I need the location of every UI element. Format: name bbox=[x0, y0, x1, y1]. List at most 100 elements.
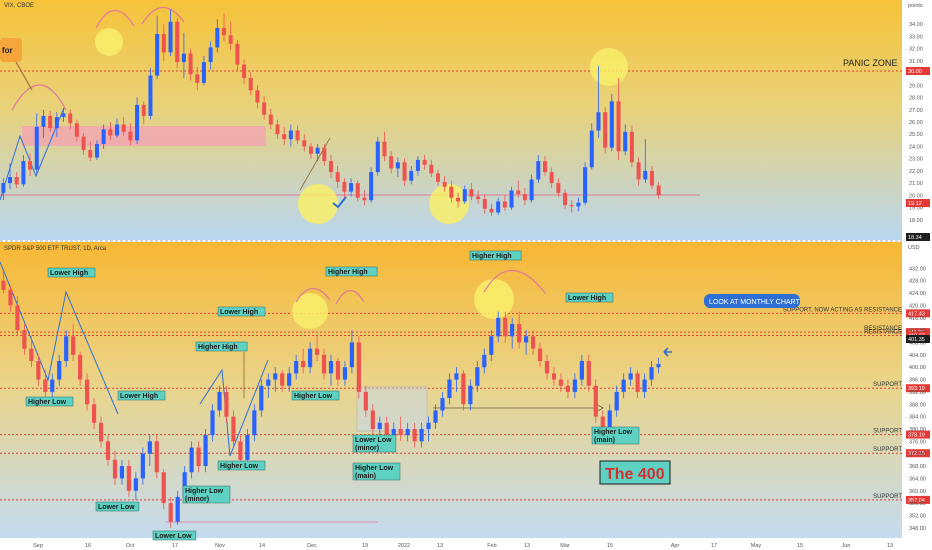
top-arc bbox=[483, 269, 547, 295]
candle-body bbox=[643, 170, 648, 180]
candle-body bbox=[384, 422, 389, 436]
pattern-label-box bbox=[591, 426, 640, 445]
highlight-circle bbox=[292, 293, 328, 329]
price-tick-label: 424.00 bbox=[909, 291, 926, 297]
candle-body bbox=[91, 404, 97, 423]
level-label: SUPPORT bbox=[873, 382, 902, 388]
candle-body bbox=[415, 159, 420, 171]
price-tick-label: 19.00 bbox=[909, 206, 923, 212]
candle-body bbox=[34, 126, 39, 170]
candle-body bbox=[14, 177, 19, 185]
candle-body bbox=[551, 373, 557, 380]
pattern-label-box bbox=[217, 460, 266, 471]
price-tick-label: 364.00 bbox=[909, 476, 926, 482]
pattern-label: Lower High bbox=[120, 393, 158, 400]
candle-body bbox=[168, 503, 173, 522]
candle-body bbox=[1, 280, 6, 290]
candle-body bbox=[8, 177, 13, 184]
candle-body bbox=[530, 336, 536, 349]
pattern-label-box bbox=[182, 485, 231, 504]
monthly-chart-badge[interactable] bbox=[704, 294, 800, 308]
candle-body bbox=[449, 186, 454, 198]
top-arc bbox=[335, 289, 365, 305]
candle-body bbox=[517, 323, 522, 343]
the-400-text: The 400 bbox=[605, 466, 665, 483]
candle-body bbox=[583, 167, 588, 203]
candle-body bbox=[196, 447, 201, 467]
candle-body bbox=[623, 131, 628, 152]
pattern-label-box bbox=[469, 250, 522, 261]
candle-body bbox=[419, 428, 424, 442]
candle-body bbox=[656, 185, 661, 196]
candle-body bbox=[201, 62, 206, 83]
candle-body bbox=[489, 208, 494, 213]
candle-body bbox=[315, 147, 320, 154]
candle-body bbox=[656, 364, 661, 368]
candle-body bbox=[36, 361, 41, 380]
price-tick-label: 25.00 bbox=[909, 132, 923, 138]
bottom-price-ticks: 348.00 352.00 356.00 360.00 364.00 368.00 372.… bbox=[909, 266, 926, 531]
top-price-ticks: 18.00 19.00 20.00 21.00 22.00 23.00 24.00 25.00… bbox=[909, 22, 923, 224]
candle-body bbox=[238, 441, 243, 460]
candle-body bbox=[447, 379, 452, 399]
candle-body bbox=[363, 391, 368, 411]
candle-body bbox=[182, 472, 187, 497]
candle-body bbox=[342, 367, 348, 380]
time-tick-label: 16 bbox=[85, 543, 91, 549]
candle-body bbox=[273, 373, 278, 380]
time-tick-label: Feb bbox=[487, 543, 496, 549]
candle-body bbox=[215, 27, 220, 48]
price-tick-label: 432.00 bbox=[909, 266, 926, 272]
level-price-badge bbox=[906, 430, 930, 439]
candle-body bbox=[242, 64, 247, 78]
level-price: 393.19 bbox=[908, 386, 925, 392]
candle-body bbox=[322, 147, 327, 162]
candle-body bbox=[509, 190, 514, 208]
candle-body bbox=[398, 428, 403, 436]
price-tick-label: 34.00 bbox=[909, 22, 923, 28]
highlight-circle bbox=[429, 184, 469, 224]
price-tick-label: 22.00 bbox=[909, 169, 923, 175]
candle-body bbox=[295, 130, 300, 141]
panic-zone-label: PANIC ZONE bbox=[843, 58, 897, 68]
candle-body bbox=[224, 391, 229, 417]
candle-body bbox=[522, 194, 527, 201]
level-price: 378.19 bbox=[908, 433, 925, 439]
candle-body bbox=[203, 435, 208, 467]
candle-body bbox=[64, 336, 69, 362]
candle-body bbox=[81, 136, 86, 151]
price-tick-label: 372.00 bbox=[909, 452, 926, 458]
candle-body bbox=[614, 391, 619, 411]
pattern-label: Lower High bbox=[568, 295, 606, 302]
candle-body bbox=[529, 179, 534, 201]
candle-body bbox=[140, 453, 145, 479]
level-price: 372.15 bbox=[908, 451, 925, 457]
candle-body bbox=[510, 323, 515, 337]
pattern-annotations: Lower High Higher Low Lower High Lower Low L… bbox=[25, 250, 640, 541]
candle-body bbox=[208, 47, 213, 63]
price-tick-label: 388.00 bbox=[909, 402, 926, 408]
candle-body bbox=[175, 21, 180, 63]
candle-body bbox=[231, 416, 236, 442]
candle-body bbox=[589, 130, 594, 168]
price-tick-label: 20.00 bbox=[909, 193, 923, 199]
price-tick-label: 408.00 bbox=[909, 340, 926, 346]
candle-body bbox=[426, 422, 431, 429]
level-price-badge bbox=[906, 309, 930, 318]
callout-pointer bbox=[15, 61, 33, 91]
candle-body bbox=[57, 361, 62, 380]
candle-body bbox=[248, 78, 253, 91]
candle-body bbox=[147, 441, 152, 454]
time-tick-label: Mar bbox=[560, 543, 570, 549]
candle-body bbox=[482, 354, 487, 368]
candle-body bbox=[48, 115, 53, 129]
candle-body bbox=[621, 379, 626, 392]
candle-body bbox=[28, 161, 33, 170]
level-price-badge bbox=[906, 495, 930, 504]
candle-body bbox=[328, 361, 334, 374]
pattern-label: Higher High bbox=[198, 344, 238, 351]
price-tick-label: 392.00 bbox=[909, 390, 926, 396]
price-tick-label: 33.00 bbox=[909, 34, 923, 40]
candle-body bbox=[579, 361, 584, 380]
pattern-label: Higher Low bbox=[294, 393, 333, 400]
